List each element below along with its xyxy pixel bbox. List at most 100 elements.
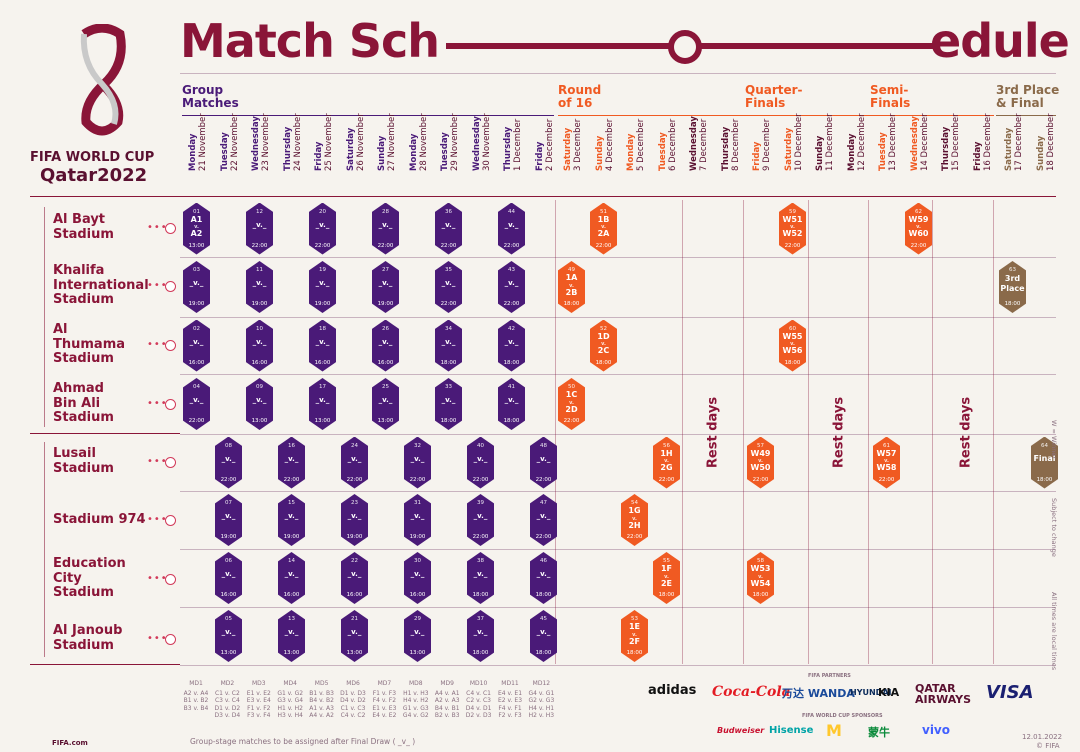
day-date: 17 December: [1013, 113, 1024, 171]
match-teams: 1C v. 2D: [558, 390, 585, 414]
match-54: 54 1G v. 2H 22:00: [621, 494, 648, 546]
day-date: 2 December: [544, 118, 555, 171]
match-03: 03 _v._ 19:00: [183, 261, 210, 313]
kickoff-time: 18:00: [440, 418, 457, 424]
match-number: 09: [256, 384, 263, 390]
row-divider: [180, 607, 1056, 608]
match-teams: _v._: [441, 396, 456, 404]
match-number: 24: [351, 442, 358, 449]
match-32: 32 _v._ 22:00: [404, 436, 431, 489]
matchday-label: MD1: [189, 680, 203, 687]
match-teams: _v._: [473, 454, 488, 463]
match-number: 20: [319, 208, 326, 215]
kickoff-time: 18:00: [563, 301, 580, 307]
match-teams: _v._: [221, 570, 236, 578]
kickoff-time: 19:00: [220, 534, 237, 540]
day-name: Monday: [188, 133, 198, 171]
match-team: 1C: [565, 390, 578, 399]
match-team: v.: [632, 515, 637, 522]
match-21: 21 _v._ 13:00: [341, 610, 368, 662]
kickoff-time: 16:00: [188, 359, 205, 366]
match-52: 52 1D v. 2C 18:00: [590, 319, 617, 372]
match-teams: _v._: [378, 396, 393, 404]
day-header: Sunday 27 November: [372, 113, 400, 190]
phase-group-rule: [182, 115, 554, 116]
day-header: Tuesday 13 December: [873, 113, 901, 190]
kickoff-time: 22:00: [784, 242, 801, 249]
match-teams: _v._: [441, 337, 456, 346]
kickoff-time: 18:00: [472, 650, 489, 656]
kickoff-time: 22:00: [752, 476, 769, 483]
match-teams: W55 v. W56: [779, 331, 806, 356]
day-name: Sunday: [815, 135, 825, 171]
match-56: 56 1H v. 2G 22:00: [653, 436, 680, 489]
match-team: W56: [782, 346, 803, 355]
matchday-label: MD5: [314, 680, 329, 687]
match-19: 19 _v._ 19:00: [309, 261, 336, 313]
match-number: 04: [193, 384, 200, 390]
match-33: 33 _v._ 18:00: [435, 378, 462, 430]
match-number: 13: [288, 616, 295, 622]
day-name: Tuesday: [220, 132, 230, 171]
match-team: 2F: [628, 636, 641, 646]
match-number: 48: [540, 442, 547, 449]
kickoff-time: 22:00: [910, 242, 927, 249]
day-date: 22 November: [229, 113, 240, 171]
day-header: Wednesday 23 November: [246, 113, 274, 190]
kickoff-time: 13:00: [220, 650, 237, 656]
match-teams: _v._: [410, 570, 425, 578]
match-number: 61: [883, 442, 890, 449]
match-12: 12 _v._ 22:00: [246, 202, 273, 255]
day-header: Friday 9 December: [747, 119, 775, 190]
match-team: W55: [782, 331, 803, 341]
stadium-bottom-rule: [30, 664, 180, 665]
match-04: 04 _v._ 22:00: [183, 378, 210, 430]
kickoff-time: 18:00: [626, 650, 643, 656]
match-02: 02 _v._ 16:00: [183, 319, 210, 372]
match-team: W59: [908, 214, 929, 224]
sponsor-visa: VISA: [986, 682, 1034, 703]
matchday-label: MD10: [469, 680, 488, 687]
matchday-fixtures: D1 v. D3 D4 v. D2 C1 v. C3 C4 v. C2: [340, 689, 366, 720]
match-60: 60 W55 v. W56 18:00: [779, 319, 806, 372]
match-35: 35 _v._ 22:00: [435, 261, 462, 313]
match-teams: _v._: [410, 512, 425, 520]
sponsor-adidas: adidas: [648, 683, 697, 698]
day-name: Wednesday: [472, 116, 482, 171]
stadium-name: Lusail Stadium: [53, 446, 114, 476]
match-number: 33: [445, 384, 452, 390]
matchday-fixtures: C4 v. C1 C2 v. C3 D4 v. D1 D2 v. D3: [465, 689, 492, 720]
day-date: 7 December: [698, 118, 709, 171]
kickoff-time: 22:00: [440, 301, 457, 307]
match-team: 2A: [597, 229, 610, 238]
row-divider: [180, 374, 1056, 375]
day-header: Wednesday 30 November: [467, 113, 495, 190]
sponsor-vivo: vivo: [922, 723, 951, 737]
kickoff-time: 19:00: [314, 301, 331, 307]
stadium-name: Khalifa International Stadium: [53, 263, 149, 307]
match-09: 09 _v._ 13:00: [246, 378, 273, 430]
match-teams: _v._: [441, 279, 456, 287]
match-number: 56: [663, 442, 670, 449]
phase-divider: [555, 200, 556, 664]
match-number: 36: [445, 208, 452, 215]
kickoff-time: 16:00: [283, 592, 300, 598]
match-number: 16: [288, 442, 295, 449]
kickoff-time: 13:00: [251, 418, 268, 424]
match-49: 49 1A v. 2B 18:00: [558, 261, 585, 313]
match-teams: _v._: [252, 220, 267, 229]
matchday-fixtures: E4 v. E1 E2 v. E3 F4 v. F1 F2 v. F3: [497, 689, 523, 720]
match-46: 46 _v._ 18:00: [530, 552, 557, 604]
match-teams: W49 v. W50: [747, 448, 774, 473]
matchday-block: MD5 B1 v. B3 B4 v. B2 A1 v. A3 A4 v. A2: [304, 680, 340, 720]
match-05: 05 _v._ 13:00: [215, 610, 242, 662]
match-team: v.: [664, 458, 669, 464]
day-date: 30 November: [481, 113, 492, 171]
day-header: Sunday 4 December: [590, 119, 618, 190]
day-name: Friday: [535, 141, 545, 171]
match-team: W49: [750, 448, 771, 458]
match-teams: 1H v. 2G: [653, 449, 680, 473]
matchday-fixtures: H1 v. H3 H4 v. H2 G1 v. G3 G4 v. G2: [402, 689, 429, 720]
match-teams: _v._: [221, 454, 236, 463]
